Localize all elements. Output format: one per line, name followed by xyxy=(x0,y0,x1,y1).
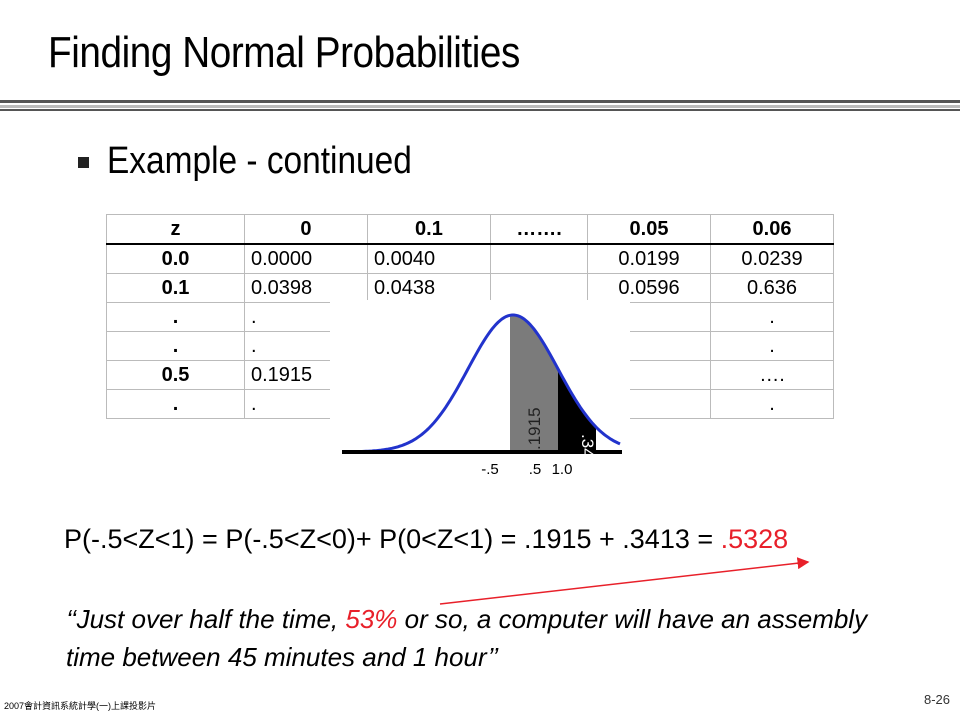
table-row: 0.1 0.0398 0.0438 0.0596 0.636 xyxy=(106,273,834,303)
table-cell: 0.0199 xyxy=(587,243,711,274)
table-header-cell: ……. xyxy=(489,214,589,245)
quote-text: Just over half the time, xyxy=(76,604,346,634)
slide-number: 8-26 xyxy=(923,692,950,707)
table-header-cell: z xyxy=(106,214,245,245)
z-value-cell: 0.0 xyxy=(106,243,245,274)
table-cell: …. xyxy=(710,360,834,390)
table-cell: 0.0239 xyxy=(710,243,834,274)
table-cell: . xyxy=(710,302,834,332)
z-value-cell: 0.1 xyxy=(106,273,245,303)
table-cell: 0.0000 xyxy=(244,243,368,274)
arrow-line xyxy=(439,557,810,605)
table-cell xyxy=(489,243,589,274)
table-cell: . xyxy=(710,331,834,361)
title-divider xyxy=(0,100,960,112)
z-value-cell: 0.5 xyxy=(106,360,245,390)
table-cell xyxy=(489,273,589,303)
z-value-cell: . xyxy=(106,389,245,419)
quote-highlight: 53% xyxy=(345,604,398,634)
footer-course-label: 2007會計資訊系統計學(一)上課投影片 xyxy=(4,701,157,711)
right-shaded-area xyxy=(558,368,596,452)
equation-answer: .5328 xyxy=(720,524,789,554)
left-area-label: .1915 xyxy=(525,407,544,450)
tick-label: .5 xyxy=(529,461,542,478)
curve-background xyxy=(330,300,630,485)
table-header-cell: 0 xyxy=(244,214,368,245)
square-bullet-icon xyxy=(78,157,89,168)
equation-text: P(-.5<Z<1) = P(-.5<Z<0)+ P(0<Z<1) = .191… xyxy=(64,524,721,554)
bell-curve xyxy=(348,313,621,454)
normal-curve-diagram: .1915 .3413 -.5 .5 1.0 xyxy=(330,300,630,485)
slide-title: Finding Normal Probabilities xyxy=(48,28,520,77)
interpretation-quote: ‘‘Just over half the time, 53% or so, a … xyxy=(66,600,906,676)
tick-label: -.5 xyxy=(481,461,499,478)
quote-text: or so, a computer will have an assembly … xyxy=(66,604,868,672)
quote-open-mark: ‘‘ xyxy=(66,604,77,634)
table-cell: 0.0040 xyxy=(366,243,491,274)
table-cell: . xyxy=(710,389,834,419)
right-area-label: .3413 xyxy=(578,434,597,477)
probability-equation: P(-.5<Z<1) = P(-.5<Z<0)+ P(0<Z<1) = .191… xyxy=(64,524,788,555)
bullet-text: Example - continued xyxy=(107,140,412,182)
table-header-cell: 0.1 xyxy=(366,214,491,245)
z-value-cell: . xyxy=(106,331,245,361)
table-header-cell: 0.05 xyxy=(587,214,711,245)
table-header-cell: 0.06 xyxy=(710,214,834,245)
z-value-cell: . xyxy=(106,302,245,332)
table-cell: 0.0398 xyxy=(244,273,368,303)
table-row: 0.0 0.0000 0.0040 0.0199 0.0239 xyxy=(106,243,834,274)
table-cell: 0.0596 xyxy=(587,273,711,303)
table-cell: 0.636 xyxy=(710,273,834,303)
table-header-row: z 0 0.1 ……. 0.05 0.06 xyxy=(106,214,834,245)
table-cell: 0.0438 xyxy=(366,273,491,303)
tick-label: 1.0 xyxy=(552,461,573,478)
bullet-item: Example - continued xyxy=(78,140,453,183)
quote-close-mark: ’’ xyxy=(487,642,499,672)
